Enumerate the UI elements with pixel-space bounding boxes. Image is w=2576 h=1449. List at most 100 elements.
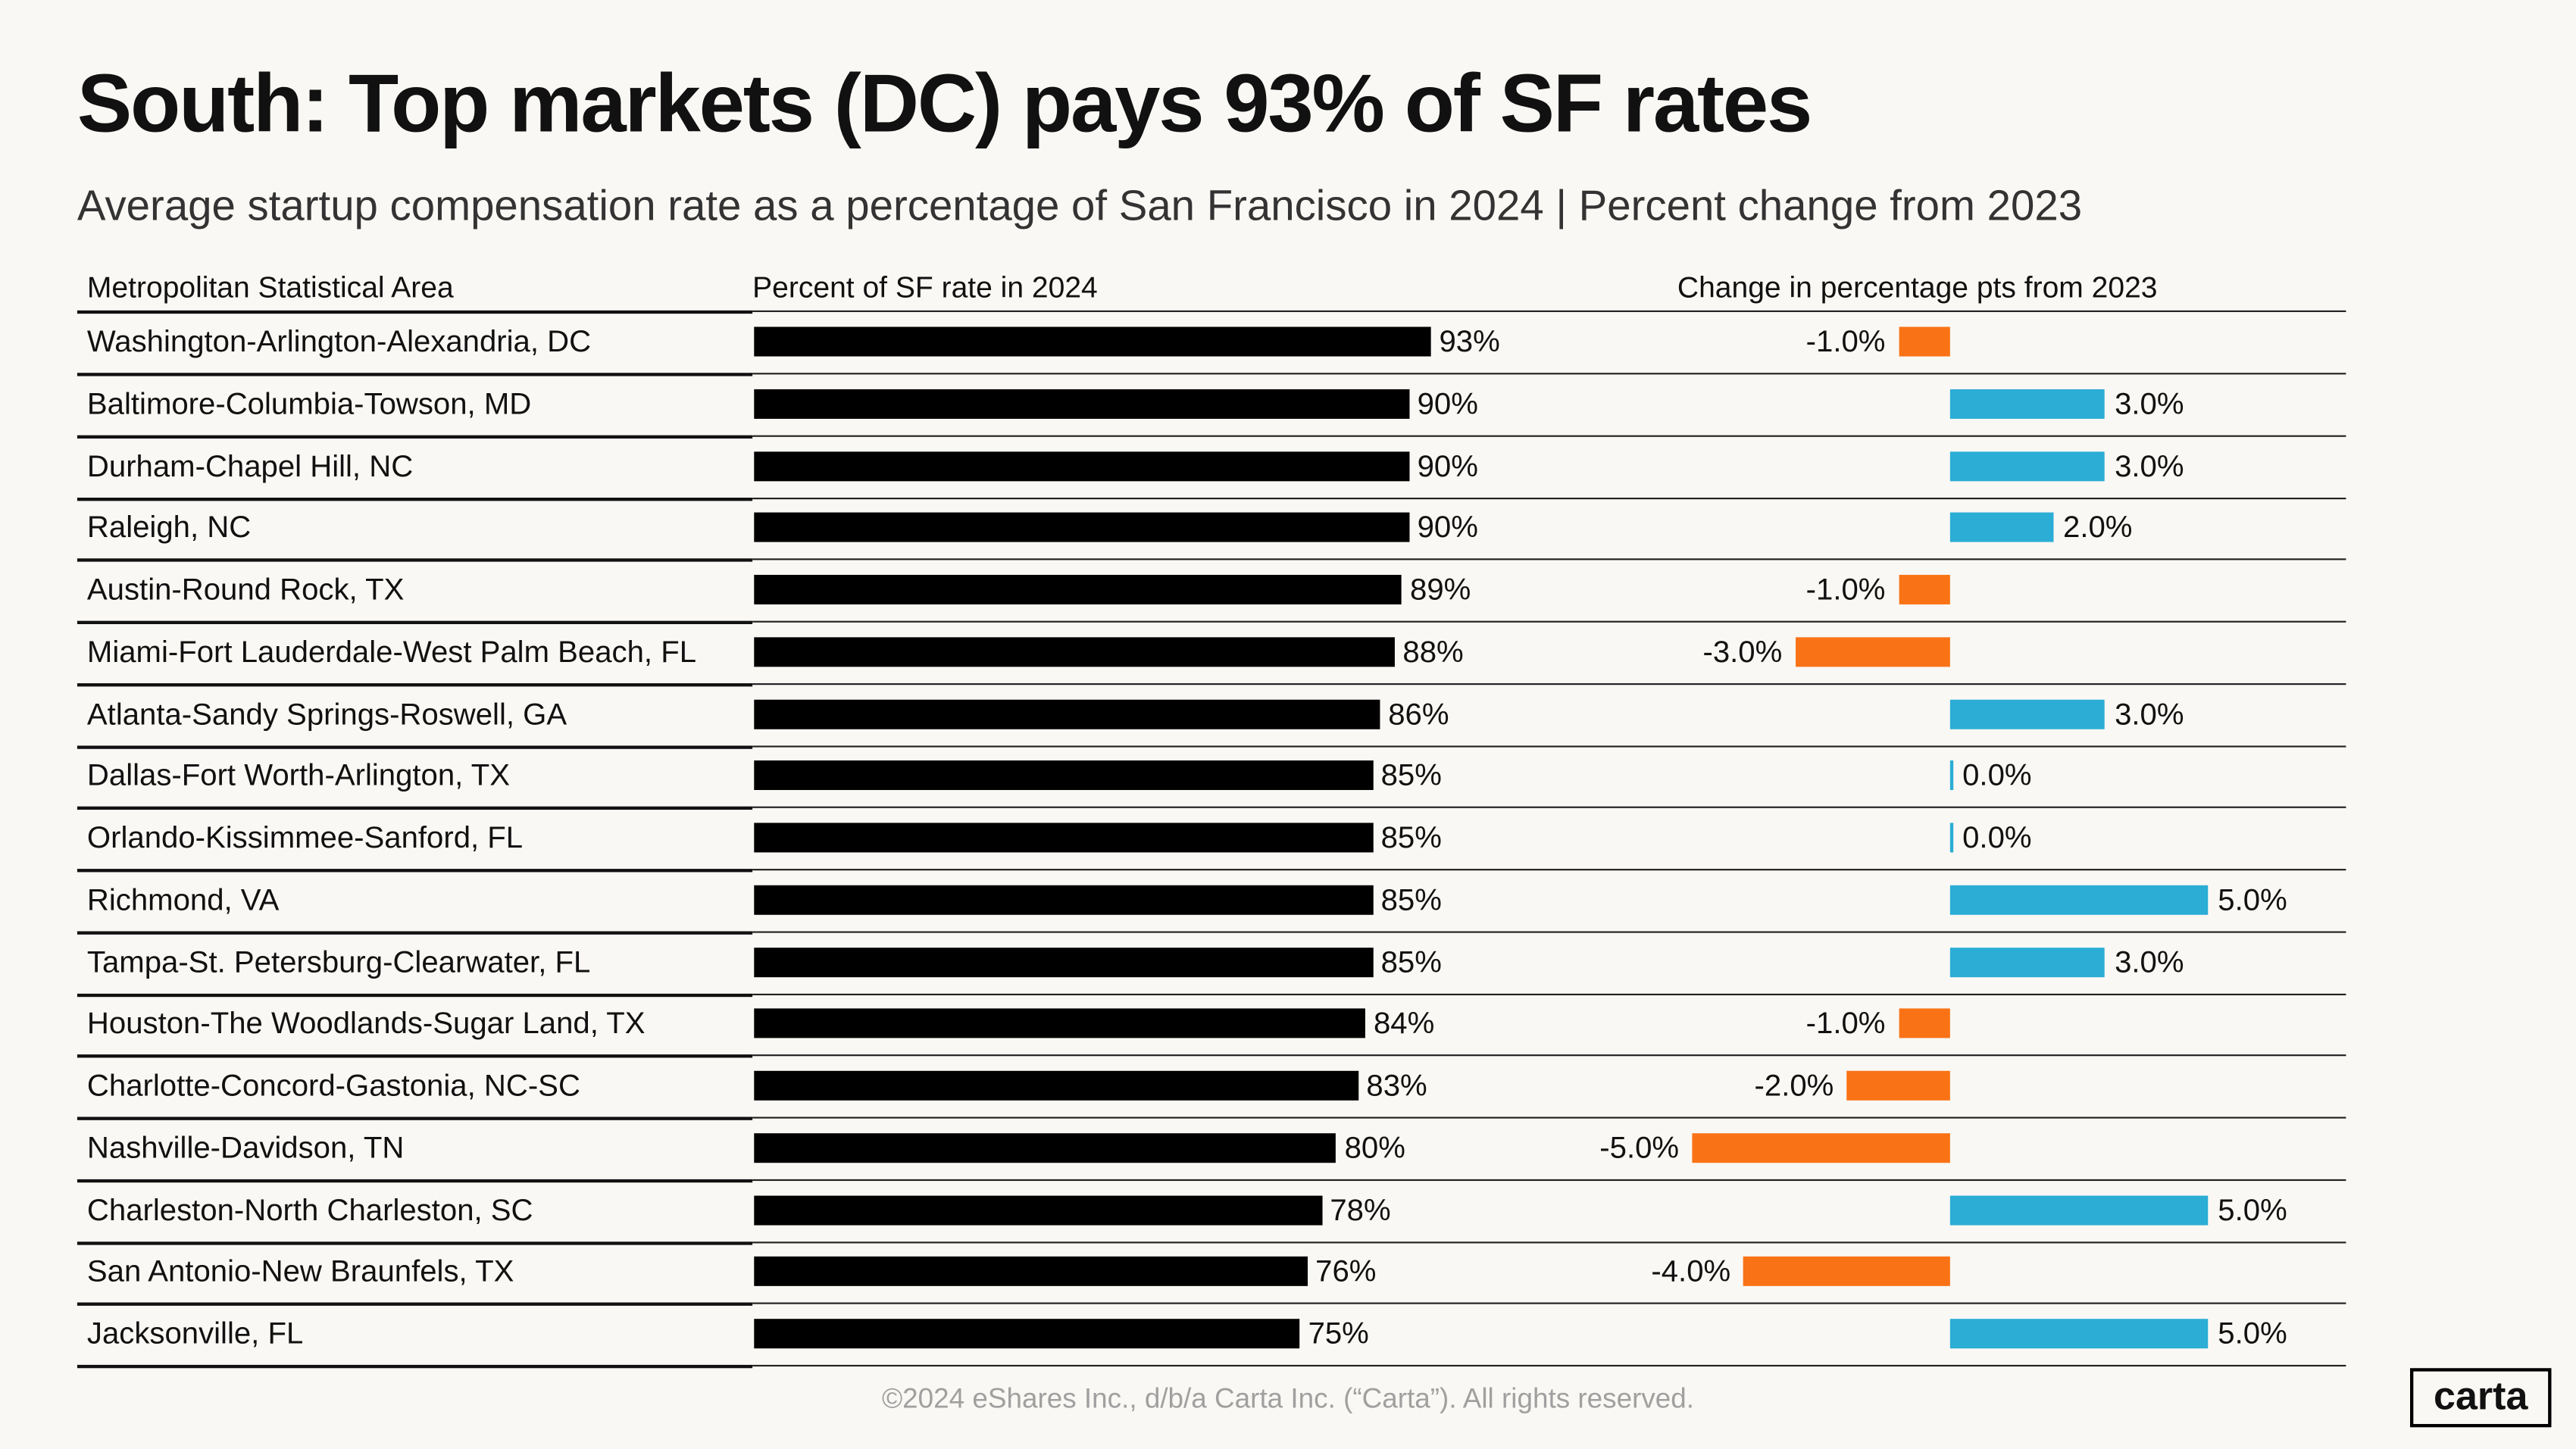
percent-bar	[754, 1194, 1322, 1225]
change-label: 0.0%	[1962, 820, 2032, 854]
row-rule-right	[752, 682, 2346, 685]
percent-label: 83%	[1366, 1067, 1427, 1102]
row-rule-left	[77, 496, 753, 501]
change-bar	[1949, 1194, 2209, 1225]
row-rule-left	[77, 1303, 753, 1307]
row-rule-right	[752, 745, 2346, 747]
change-bar	[1949, 513, 2054, 543]
percent-bar	[754, 574, 1402, 604]
row-label: Jacksonville, FL	[86, 1315, 304, 1351]
row-label: Miami-Fort Lauderdale-West Palm Beach, F…	[86, 633, 697, 668]
change-bar	[1743, 1257, 1950, 1287]
change-label: 5.0%	[2218, 1315, 2287, 1351]
percent-bar	[754, 636, 1395, 667]
change-label: 3.0%	[2115, 695, 2184, 730]
row-rule-left	[77, 930, 753, 935]
row-label: Tampa-St. Petersburg-Clearwater, FL	[86, 943, 591, 979]
change-bar	[1898, 1008, 1950, 1038]
percent-bar	[754, 389, 1409, 419]
change-label: 3.0%	[2115, 447, 2184, 482]
change-bar	[1949, 885, 2209, 915]
change-bar	[1949, 1319, 2209, 1349]
percent-label: 90%	[1417, 447, 1478, 482]
row-label: Washington-Arlington-Alexandria, DC	[86, 323, 592, 358]
row-rule-right	[752, 930, 2346, 933]
change-bar	[1949, 451, 2106, 481]
change-label: 5.0%	[2218, 881, 2287, 917]
row-label: Richmond, VA	[86, 881, 280, 917]
change-label: -2.0%	[1754, 1067, 1834, 1102]
row-rule-left	[77, 373, 753, 376]
header-rule-right	[752, 310, 2346, 312]
change-bar	[1949, 760, 1953, 791]
change-bar	[1949, 947, 2106, 977]
row-rule-right	[752, 1241, 2346, 1243]
row-rule-right	[752, 496, 2346, 499]
percent-label: 90%	[1417, 386, 1478, 420]
change-bar	[1949, 823, 1953, 853]
row-rule-left	[77, 435, 753, 439]
row-rule-left	[77, 745, 753, 748]
percent-label: 80%	[1344, 1129, 1405, 1164]
row-label: Orlando-Kissimmee-Sanford, FL	[86, 820, 524, 854]
percent-label: 93%	[1439, 323, 1500, 358]
row-label: Durham-Chapel Hill, NC	[86, 447, 414, 482]
change-label: -3.0%	[1702, 633, 1783, 668]
change-label: 3.0%	[2115, 943, 2184, 979]
change-bar	[1692, 1132, 1950, 1163]
percent-bar	[754, 1132, 1336, 1163]
row-rule-right	[752, 1054, 2346, 1057]
row-rule-right	[752, 435, 2346, 437]
percent-label: 86%	[1388, 695, 1449, 730]
change-bar	[1949, 389, 2106, 419]
percent-bar	[754, 760, 1373, 791]
row-rule-right	[752, 1364, 2346, 1367]
percent-bar	[754, 1008, 1366, 1038]
change-label: -1.0%	[1805, 571, 1886, 607]
chart-title: South: Top markets (DC) pays 93% of SF r…	[77, 57, 1812, 150]
change-bar	[1949, 698, 2106, 729]
percent-bar	[754, 513, 1409, 543]
change-label: -1.0%	[1805, 323, 1886, 358]
row-label: San Antonio-New Braunfels, TX	[86, 1254, 514, 1288]
row-label: Charlotte-Concord-Gastonia, NC-SC	[86, 1067, 580, 1102]
row-rule-right	[752, 620, 2346, 623]
row-rule-right	[752, 1179, 2346, 1181]
row-rule-left	[77, 992, 753, 997]
percent-label: 75%	[1308, 1315, 1369, 1351]
change-label: 0.0%	[1962, 757, 2032, 792]
percent-bar	[754, 947, 1373, 977]
row-label: Baltimore-Columbia-Towson, MD	[86, 386, 532, 420]
copyright-footer: ©2024 eShares Inc., d/b/a Carta Inc. (“C…	[881, 1382, 1695, 1414]
change-bar	[1846, 1070, 1950, 1101]
row-rule-right	[752, 558, 2346, 561]
percent-bar	[754, 698, 1380, 729]
row-rule-right	[752, 807, 2346, 809]
change-label: -1.0%	[1805, 1005, 1886, 1041]
percent-bar	[754, 823, 1373, 853]
header-percent: Percent of SF rate in 2024	[752, 270, 1098, 304]
row-rule-right	[752, 1116, 2346, 1119]
header-area: Metropolitan Statistical Area	[86, 270, 454, 304]
row-rule-right	[752, 992, 2346, 995]
percent-label: 76%	[1315, 1254, 1377, 1288]
percent-label: 78%	[1330, 1191, 1391, 1226]
row-rule-left	[77, 1364, 753, 1369]
change-bar	[1898, 574, 1950, 604]
row-label: Dallas-Fort Worth-Arlington, TX	[86, 757, 511, 792]
row-rule-right	[752, 869, 2346, 871]
change-label: 5.0%	[2218, 1191, 2287, 1226]
percent-bar	[754, 326, 1431, 357]
row-rule-left	[77, 1116, 753, 1120]
percent-label: 84%	[1373, 1005, 1435, 1041]
row-rule-left	[77, 558, 753, 563]
percent-bar	[754, 1257, 1308, 1287]
change-label: -4.0%	[1651, 1254, 1731, 1288]
row-rule-right	[752, 373, 2346, 375]
row-label: Atlanta-Sandy Springs-Roswell, GA	[86, 695, 567, 730]
percent-bar	[754, 451, 1409, 481]
header-rule-left	[77, 310, 753, 314]
percent-bar	[754, 1319, 1300, 1349]
row-rule-left	[77, 807, 753, 810]
